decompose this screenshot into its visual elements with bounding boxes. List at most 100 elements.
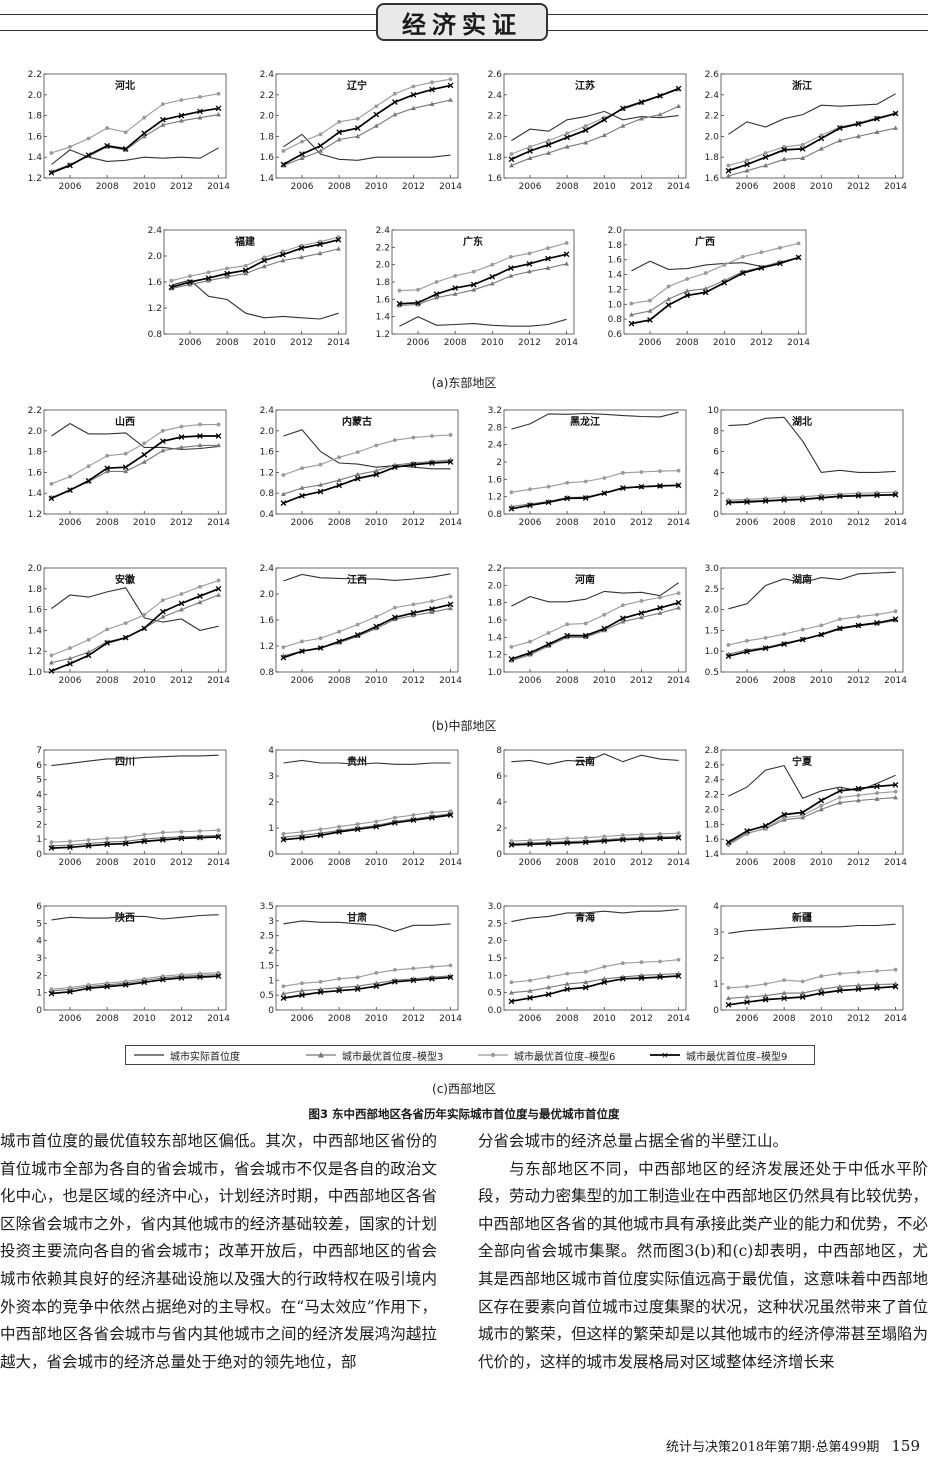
chart-svg: 0 2 4 6 8 10 2006 2008 2010 2012 2014 湖北: [708, 406, 908, 528]
y-tick-label: 2.4: [148, 226, 163, 236]
data-point-model9: [545, 255, 551, 262]
series-line-model3: [283, 459, 451, 495]
series-line-actual: [511, 908, 679, 923]
data-point-model6: [602, 834, 607, 839]
data-point-model9: [657, 92, 663, 99]
data-point-model3: [197, 599, 203, 605]
chart-title: 青海: [575, 911, 595, 924]
data-point-model3: [684, 288, 690, 293]
series-line-model3: [511, 105, 679, 167]
data-point-model6: [875, 612, 879, 617]
data-point-model6: [726, 986, 731, 990]
chart-title: 河南: [575, 573, 595, 586]
x-tick-label: 2010: [810, 858, 833, 868]
y-tick-label: 1.0: [705, 647, 720, 657]
data-point-model9: [354, 826, 361, 833]
y-tick-label: 1.6: [148, 278, 163, 288]
data-point-model6: [225, 266, 230, 271]
x-tick-label: 2012: [170, 676, 193, 686]
y-tick-label: 1.2: [488, 651, 502, 661]
data-point-model6: [160, 428, 165, 433]
y-tick-label: 4: [268, 746, 274, 756]
data-point-model6: [123, 451, 128, 456]
data-point-model9: [799, 994, 806, 1000]
series-line-actual: [283, 429, 451, 470]
data-point-model3: [434, 295, 439, 300]
y-tick-label: 2.8: [488, 423, 503, 433]
y-tick-label: 2: [496, 458, 502, 468]
series-line-model9: [728, 493, 896, 504]
data-point-model9: [601, 625, 608, 632]
y-tick-label: 2.2: [376, 243, 390, 253]
x-tick-label: 2010: [133, 858, 156, 868]
data-point-model9: [874, 115, 880, 122]
data-point-model9: [215, 105, 222, 112]
series-line-actual: [51, 587, 219, 631]
data-point-model6: [782, 632, 787, 637]
chart-17: 0 1 2 3 4 2006 2008 2010 2012 2014 贵州: [262, 744, 462, 872]
data-point-model9: [159, 976, 166, 983]
data-point-model9: [299, 992, 305, 999]
x-tick-label: 2008: [773, 858, 796, 868]
x-tick-label: 2012: [290, 338, 313, 348]
data-point-model3: [318, 482, 323, 487]
y-tick-label: 0.5: [260, 991, 274, 1001]
series-line-model9: [51, 107, 219, 174]
data-point-model6: [583, 124, 588, 128]
x-tick-label: 2014: [207, 858, 230, 868]
data-point-model6: [759, 250, 764, 255]
y-tick-label: 2.0: [608, 226, 623, 236]
x-tick-label: 2008: [96, 1014, 119, 1024]
legend-item-actual: 城市实际首位度: [126, 1048, 298, 1063]
data-point-model9: [373, 983, 380, 990]
data-point-model6: [819, 623, 824, 628]
data-point-model3: [583, 140, 589, 145]
data-point-model3: [160, 614, 166, 619]
data-point-model9: [702, 289, 709, 296]
chart-6: 1.2 1.4 1.6 1.8 2.0 2.2 2.4 2006 2008 2010 2012 201…: [376, 224, 579, 352]
y-tick-label: 5: [36, 919, 42, 929]
data-point-model6: [300, 139, 304, 144]
data-point-model3: [509, 162, 514, 168]
data-point-model3: [639, 614, 644, 620]
data-point-model6: [583, 835, 588, 840]
y-tick-label: 1.4: [608, 271, 623, 281]
data-point-model9: [675, 599, 682, 606]
series-line-model3: [283, 975, 451, 995]
data-point-model3: [373, 468, 379, 473]
x-tick-label: 2006: [519, 518, 542, 528]
data-point-model3: [281, 991, 286, 996]
data-point-model6: [416, 287, 420, 292]
x-tick-label: 2006: [59, 858, 82, 868]
data-point-model9: [762, 822, 769, 829]
y-tick-label: 10: [708, 406, 720, 416]
series-line-model3: [51, 444, 219, 498]
data-point-model9: [197, 433, 203, 439]
series-line-actual: [728, 93, 896, 135]
data-point-model9: [215, 585, 222, 592]
data-point-model6: [565, 480, 570, 485]
x-tick-label: 2014: [667, 518, 690, 528]
chart-title: 江苏: [575, 79, 595, 92]
data-point-model6: [722, 263, 727, 267]
data-point-model6: [392, 438, 397, 443]
data-point-model9: [410, 91, 417, 98]
data-point-model6: [160, 598, 165, 603]
region-label-central: (b)中部地区: [431, 719, 497, 733]
y-tick-label: 6: [496, 772, 502, 782]
data-point-model9: [410, 977, 417, 984]
x-tick-label: 2012: [750, 338, 773, 348]
data-point-model9: [684, 292, 691, 299]
data-point-model9: [298, 245, 305, 252]
data-point-model6: [86, 982, 91, 987]
y-tick-label: 2.2: [28, 406, 42, 416]
data-point-model9: [141, 451, 148, 458]
x-tick-label: 2012: [630, 858, 653, 868]
data-point-model9: [564, 632, 571, 639]
data-point-model3: [179, 118, 184, 123]
x-tick-label: 2006: [291, 858, 314, 868]
page-number: 159: [891, 1437, 920, 1455]
data-point-model6: [565, 836, 570, 841]
y-tick-label: 1.5: [260, 961, 274, 971]
data-point-model6: [337, 119, 342, 124]
